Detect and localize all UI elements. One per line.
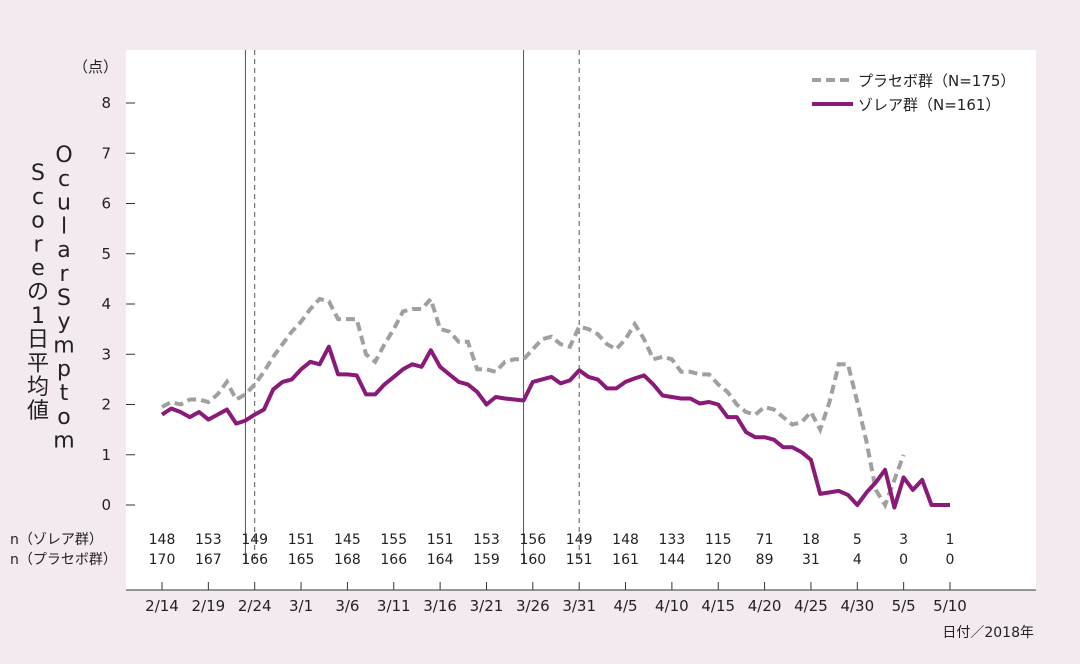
x-tick-label: 5/10 — [933, 597, 967, 615]
x-tick-label: 4/30 — [840, 597, 874, 615]
y-tick-label: 2 — [101, 396, 111, 414]
y-axis-label-char: a — [57, 238, 70, 263]
y-axis-label-char: S — [57, 286, 71, 311]
n-count-placebo: 120 — [705, 552, 732, 568]
n-count-placebo: 159 — [473, 552, 500, 568]
x-tick-label: 3/1 — [289, 597, 313, 615]
y-axis-label-char: y — [57, 310, 70, 335]
n-count-placebo: 4 — [853, 552, 862, 568]
n-row-label-zolair: n（ゾレア群） — [10, 532, 103, 548]
n-count-zolair: 18 — [802, 532, 820, 548]
x-tick-label: 4/25 — [794, 597, 828, 615]
n-row-label-placebo: n（プラセボ群） — [10, 552, 117, 568]
n-count-placebo: 164 — [427, 552, 454, 568]
n-count-zolair: 151 — [427, 532, 454, 548]
n-count-zolair: 115 — [705, 532, 732, 548]
n-count-placebo: 0 — [899, 552, 908, 568]
n-count-placebo: 89 — [756, 552, 774, 568]
x-axis-label: 日付／2018年 — [942, 625, 1034, 641]
n-count-zolair: 153 — [195, 532, 222, 548]
x-tick-label: 3/11 — [377, 597, 411, 615]
y-tick-label: 0 — [101, 496, 111, 514]
n-count-placebo: 0 — [946, 552, 955, 568]
n-count-zolair: 133 — [659, 532, 686, 548]
y-axis-label-char: t — [60, 381, 69, 406]
n-count-zolair: 156 — [519, 532, 546, 548]
y-tick-label: 3 — [101, 345, 111, 363]
n-count-zolair: 151 — [288, 532, 315, 548]
y-axis-label-char: u — [57, 191, 71, 216]
y-axis-label-char: S — [31, 161, 45, 186]
x-tick-label: 2/14 — [145, 597, 179, 615]
n-count-placebo: 160 — [519, 552, 546, 568]
x-tick-label: 4/10 — [655, 597, 689, 615]
n-count-placebo: 166 — [241, 552, 268, 568]
y-axis-label-char: 均 — [27, 375, 49, 400]
y-axis-label-char: の — [27, 280, 49, 305]
legend-label: ゾレア群（N=161） — [858, 96, 1000, 114]
n-count-zolair: 148 — [149, 532, 176, 548]
n-count-placebo: 170 — [149, 552, 176, 568]
y-axis-label-char: m — [53, 429, 74, 454]
n-count-zolair: 149 — [241, 532, 268, 548]
series-line-zolair — [160, 344, 950, 510]
y-tick-label: 8 — [101, 94, 111, 112]
n-count-zolair: 148 — [612, 532, 639, 548]
n-count-placebo: 168 — [334, 552, 361, 568]
y-axis-label-char: 日 — [27, 328, 49, 353]
y-axis-label-char: o — [31, 209, 44, 234]
y-axis-label-char: l — [61, 214, 67, 239]
x-tick-label: 3/6 — [335, 597, 359, 615]
y-tick-label: 7 — [101, 144, 111, 162]
y-axis-label-char: 値 — [27, 399, 49, 424]
n-count-zolair: 149 — [566, 532, 593, 548]
x-tick-label: 5/5 — [892, 597, 916, 615]
y-axis-label-char: e — [31, 256, 45, 281]
n-count-placebo: 167 — [195, 552, 222, 568]
y-axis-label-char: r — [33, 232, 43, 257]
y-tick-label: 6 — [101, 195, 111, 213]
n-count-zolair: 5 — [853, 532, 862, 548]
plot-panel — [126, 50, 1036, 590]
x-tick-label: 2/24 — [238, 597, 272, 615]
x-tick-label: 2/19 — [192, 597, 226, 615]
series-line-placebo — [161, 295, 906, 510]
n-count-zolair: 71 — [756, 532, 774, 548]
n-count-placebo: 144 — [659, 552, 686, 568]
n-count-placebo: 31 — [802, 552, 820, 568]
y-axis-label-char: O — [55, 143, 72, 168]
x-tick-label: 4/20 — [748, 597, 782, 615]
x-tick-label: 3/21 — [470, 597, 504, 615]
x-tick-label: 3/16 — [423, 597, 457, 615]
y-axis-label-char: 平 — [27, 351, 49, 376]
legend-label: プラセボ群（N=175） — [858, 72, 1015, 90]
x-tick-label: 3/31 — [562, 597, 596, 615]
y-axis-label-char: r — [59, 262, 69, 287]
n-count-placebo: 166 — [380, 552, 407, 568]
y-axis-label-char: m — [53, 333, 74, 358]
y-axis-label-char: c — [58, 167, 70, 192]
x-tick-label: 4/5 — [613, 597, 637, 615]
n-count-zolair: 153 — [473, 532, 500, 548]
n-count-placebo: 161 — [612, 552, 639, 568]
y-unit-label: （点） — [73, 58, 118, 76]
y-tick-label: 1 — [101, 446, 111, 464]
n-count-zolair: 1 — [946, 532, 955, 548]
n-count-zolair: 145 — [334, 532, 361, 548]
n-count-zolair: 3 — [899, 532, 908, 548]
x-tick-label: 3/26 — [516, 597, 550, 615]
y-tick-label: 5 — [101, 245, 111, 263]
y-axis-label-char: p — [57, 357, 71, 382]
n-count-placebo: 151 — [566, 552, 593, 568]
y-axis-label-char: 1 — [31, 304, 45, 329]
y-tick-label: 4 — [101, 295, 111, 313]
y-axis-label-char: c — [32, 185, 44, 210]
x-tick-label: 4/15 — [701, 597, 735, 615]
n-count-zolair: 155 — [380, 532, 407, 548]
y-axis-label-char: o — [57, 405, 70, 430]
n-count-placebo: 165 — [288, 552, 315, 568]
